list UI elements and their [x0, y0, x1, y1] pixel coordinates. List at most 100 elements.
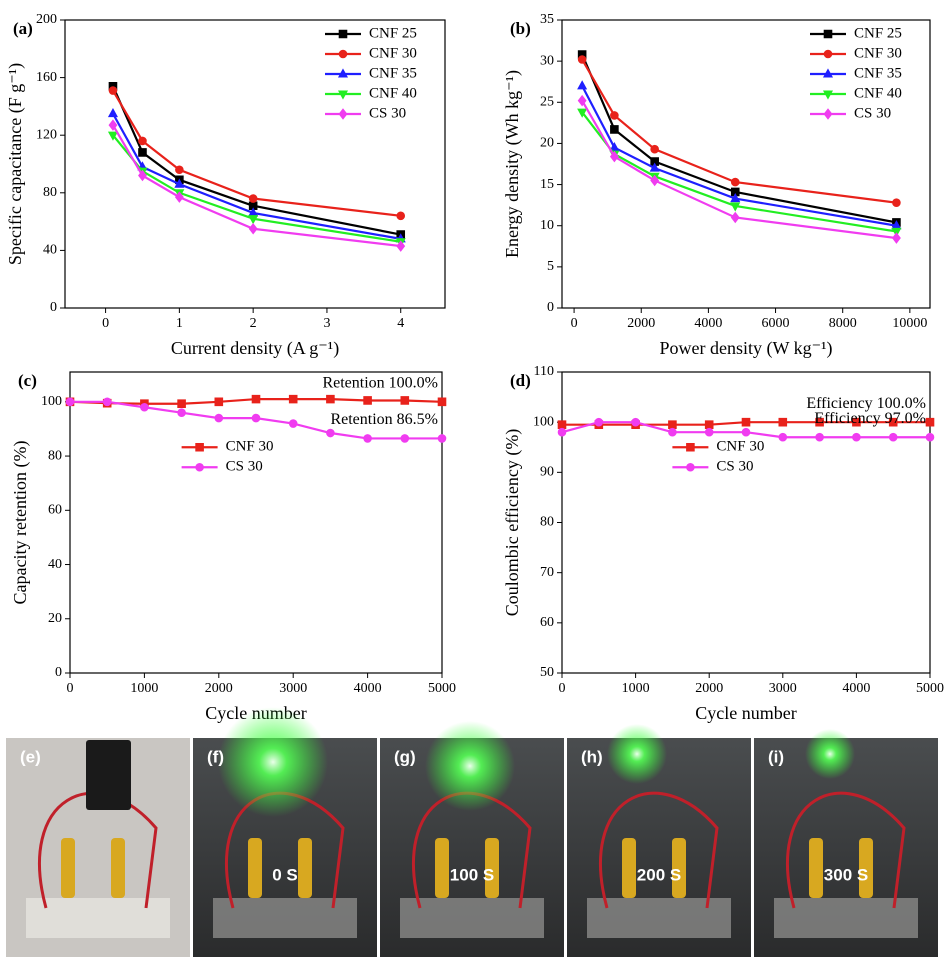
- y-tick-label: 40: [48, 557, 62, 572]
- x-tick-label: 8000: [829, 316, 857, 331]
- marker: [338, 108, 348, 120]
- y-tick-label: 60: [48, 503, 62, 518]
- y-tick-label: 100: [533, 414, 554, 429]
- photo-time: 300 S: [824, 865, 868, 884]
- legend-label: CNF 35: [369, 65, 417, 81]
- board: [400, 898, 544, 938]
- x-tick-label: 6000: [762, 316, 790, 331]
- x-tick-label: 3: [323, 316, 330, 331]
- marker: [815, 417, 824, 427]
- marker: [108, 119, 118, 131]
- marker: [610, 125, 619, 134]
- board: [774, 898, 918, 938]
- marker: [823, 108, 833, 120]
- x-tick-label: 0: [102, 316, 109, 331]
- marker: [195, 462, 204, 472]
- marker: [248, 215, 259, 225]
- marker: [337, 90, 349, 100]
- y-tick-label: 20: [48, 611, 62, 626]
- marker: [337, 68, 349, 78]
- x-tick-label: 1000: [622, 681, 650, 696]
- wire: [599, 791, 719, 909]
- marker: [649, 162, 660, 172]
- y-tick-label: 15: [540, 177, 554, 192]
- marker: [888, 417, 898, 427]
- photo: (g): [380, 721, 564, 957]
- photo-time: 200 S: [637, 865, 681, 884]
- legend-label: CNF 30: [854, 45, 902, 61]
- legend-label: CS 30: [716, 459, 753, 475]
- marker: [577, 108, 588, 118]
- panel-label: (d): [510, 371, 531, 390]
- marker: [730, 202, 741, 212]
- marker: [557, 427, 567, 437]
- x-axis-label: Power density (W kg⁻¹): [659, 338, 832, 359]
- marker: [852, 417, 861, 427]
- marker: [822, 68, 834, 78]
- marker: [396, 211, 406, 221]
- clip: [298, 838, 312, 898]
- marker: [175, 165, 184, 175]
- photo: (h): [567, 724, 751, 957]
- marker: [778, 432, 788, 442]
- marker: [609, 141, 620, 152]
- x-axis-label: Cycle number: [695, 703, 796, 723]
- marker: [686, 462, 695, 472]
- y-tick-label: 0: [547, 300, 554, 315]
- marker: [577, 55, 587, 64]
- x-tick-label: 2000: [627, 316, 655, 331]
- legend-label: CNF 40: [369, 85, 417, 101]
- legend-label: CNF 35: [854, 65, 902, 81]
- y-tick-label: 10: [540, 218, 554, 233]
- y-tick-label: 90: [540, 465, 554, 480]
- marker: [214, 413, 224, 423]
- legend-label: CS 30: [854, 105, 891, 121]
- marker: [174, 178, 185, 188]
- marker: [177, 399, 186, 409]
- clip: [622, 838, 636, 898]
- marker: [577, 94, 587, 107]
- photo-label: (e): [20, 747, 41, 766]
- led-glow: [425, 721, 515, 811]
- y-tick-label: 60: [540, 615, 554, 630]
- marker: [174, 191, 184, 203]
- y-tick-label: 70: [540, 565, 554, 580]
- legend-label: CNF 25: [369, 25, 417, 41]
- marker: [177, 408, 186, 417]
- y-tick-label: 80: [540, 515, 554, 530]
- marker: [338, 49, 348, 59]
- clip: [672, 838, 686, 898]
- marker: [400, 396, 410, 405]
- led-glow: [607, 724, 667, 784]
- marker: [288, 419, 298, 428]
- clip: [809, 838, 823, 898]
- y-tick-label: 100: [41, 394, 62, 409]
- legend-label: CNF 25: [854, 25, 902, 41]
- photo: (f): [193, 707, 377, 957]
- marker: [778, 417, 788, 427]
- marker: [822, 90, 834, 100]
- y-tick-label: 0: [50, 300, 57, 315]
- board: [213, 898, 357, 938]
- marker: [102, 397, 112, 407]
- marker: [925, 417, 935, 427]
- marker: [437, 434, 447, 443]
- marker: [686, 442, 695, 452]
- clip: [485, 838, 499, 898]
- marker: [741, 427, 751, 437]
- y-tick-label: 30: [540, 53, 554, 68]
- annotation: Efficiency 97.0%: [814, 410, 926, 427]
- photo-label: (h): [581, 747, 603, 766]
- marker: [107, 131, 118, 141]
- marker: [363, 396, 372, 405]
- x-tick-label: 1000: [130, 681, 158, 696]
- annotation: Retention 100.0%: [322, 375, 438, 392]
- clip: [859, 838, 873, 898]
- marker: [396, 240, 406, 252]
- x-tick-label: 3000: [279, 681, 307, 696]
- wire: [786, 791, 906, 909]
- marker: [594, 417, 604, 427]
- y-tick-label: 80: [48, 448, 62, 463]
- photo: (i): [754, 729, 938, 957]
